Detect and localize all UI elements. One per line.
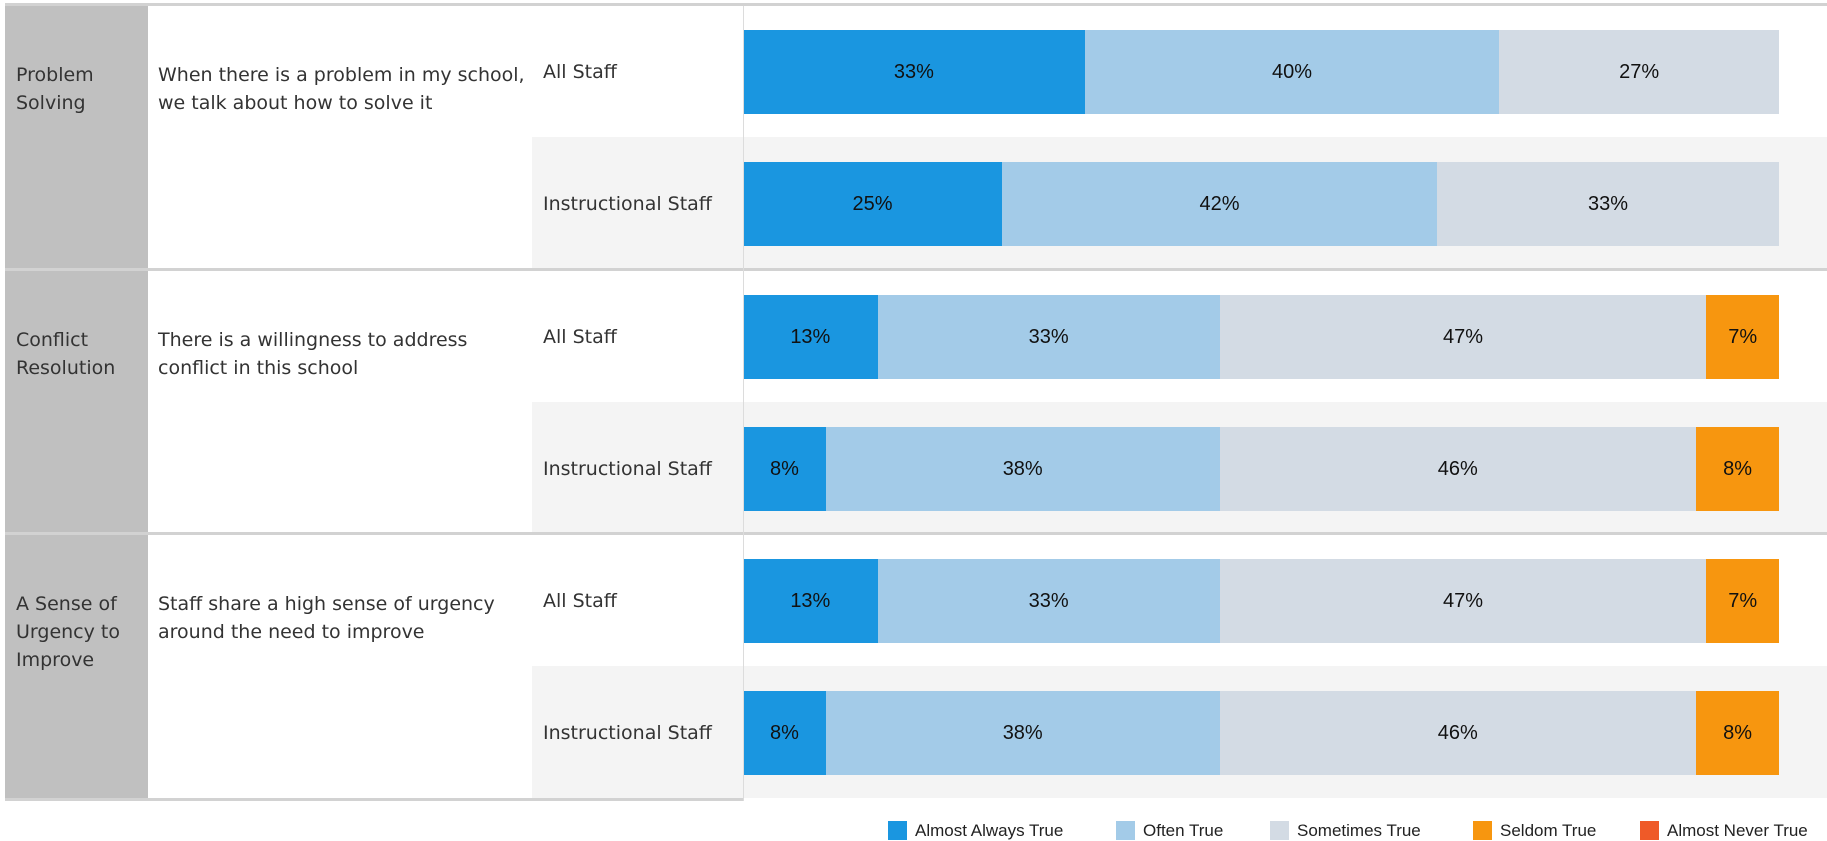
group-cell bbox=[5, 271, 148, 534]
data-label: 8% bbox=[769, 721, 799, 744]
data-label: 8% bbox=[1723, 721, 1752, 744]
data-label: 13% bbox=[790, 325, 831, 348]
bar-segment: 8% bbox=[1696, 427, 1779, 511]
bar-segment: 46% bbox=[1219, 691, 1697, 775]
data-label: 46% bbox=[1437, 457, 1478, 480]
data-label: 47% bbox=[1442, 589, 1484, 612]
axis-divider bbox=[743, 6, 744, 801]
bar-segment: 46% bbox=[1219, 427, 1697, 511]
data-label: 38% bbox=[1002, 457, 1043, 480]
data-label: 33% bbox=[1028, 325, 1069, 348]
bar-segment: 7% bbox=[1706, 559, 1779, 643]
row-label: All Staff bbox=[543, 61, 617, 83]
separator bbox=[5, 798, 743, 801]
legend-swatch bbox=[888, 821, 907, 840]
data-label: 7% bbox=[1728, 589, 1758, 612]
row-label: All Staff bbox=[543, 326, 617, 348]
legend-label: Almost Always True bbox=[915, 821, 1064, 840]
legend-label: Almost Never True bbox=[1667, 821, 1808, 840]
data-label: 47% bbox=[1442, 325, 1484, 348]
row-label: All Staff bbox=[543, 590, 617, 612]
row-label: Instructional Staff bbox=[543, 722, 712, 744]
legend-label: Often True bbox=[1143, 821, 1224, 840]
data-label: 7% bbox=[1728, 325, 1758, 348]
data-label: 8% bbox=[1723, 457, 1752, 480]
bar-segment: 13% bbox=[743, 559, 878, 643]
bar-segment: 38% bbox=[825, 691, 1220, 775]
data-label: 33% bbox=[1028, 589, 1069, 612]
data-label: 38% bbox=[1002, 721, 1043, 744]
row-label: Instructional Staff bbox=[543, 193, 712, 215]
group-cell bbox=[5, 535, 148, 798]
bar-segment: 33% bbox=[1437, 162, 1779, 246]
data-label: 46% bbox=[1437, 721, 1478, 744]
bar-segment: 8% bbox=[743, 691, 826, 775]
separator bbox=[5, 532, 1827, 535]
bar-segment: 42% bbox=[1002, 162, 1438, 246]
bar-segment: 25% bbox=[743, 162, 1002, 246]
question: There is a willingness to address confli… bbox=[158, 329, 468, 379]
group-name: Conflict Resolution bbox=[16, 329, 116, 379]
separator bbox=[5, 3, 1827, 6]
group-name: A Sense of Urgency to Improve bbox=[16, 593, 120, 671]
data-label: 42% bbox=[1199, 192, 1240, 215]
bar-segment: 8% bbox=[1696, 691, 1779, 775]
bar-segment: 33% bbox=[877, 295, 1220, 379]
row-label: Instructional Staff bbox=[543, 458, 712, 480]
data-label: 25% bbox=[852, 192, 893, 215]
bar-segment: 7% bbox=[1706, 295, 1779, 379]
bar-segment: 27% bbox=[1499, 30, 1779, 114]
data-label: 40% bbox=[1272, 60, 1313, 83]
separator bbox=[5, 268, 1827, 271]
group-cell bbox=[5, 6, 148, 269]
legend-swatch bbox=[1270, 821, 1289, 840]
legend-label: Seldom True bbox=[1500, 821, 1597, 840]
legend-swatch bbox=[1473, 821, 1492, 840]
data-label: 27% bbox=[1619, 60, 1660, 83]
bar-segment: 33% bbox=[743, 30, 1085, 114]
bar-segment: 33% bbox=[877, 559, 1220, 643]
legend-label: Sometimes True bbox=[1297, 821, 1421, 840]
data-label: 33% bbox=[893, 60, 934, 83]
legend-swatch bbox=[1640, 821, 1659, 840]
bar-segment: 13% bbox=[743, 295, 878, 379]
bar-segment: 47% bbox=[1219, 559, 1707, 643]
group-name: Problem Solving bbox=[16, 64, 94, 114]
data-label: 13% bbox=[790, 589, 831, 612]
data-label: 33% bbox=[1588, 192, 1629, 215]
bar-segment: 40% bbox=[1084, 30, 1500, 114]
bar-segment: 47% bbox=[1219, 295, 1707, 379]
legend-swatch bbox=[1116, 821, 1135, 840]
bar-segment: 8% bbox=[743, 427, 826, 511]
question: When there is a problem in my school, we… bbox=[158, 64, 525, 114]
data-label: 8% bbox=[769, 457, 799, 480]
question: Staff share a high sense of urgency arou… bbox=[158, 593, 495, 643]
bar-segment: 38% bbox=[825, 427, 1220, 511]
